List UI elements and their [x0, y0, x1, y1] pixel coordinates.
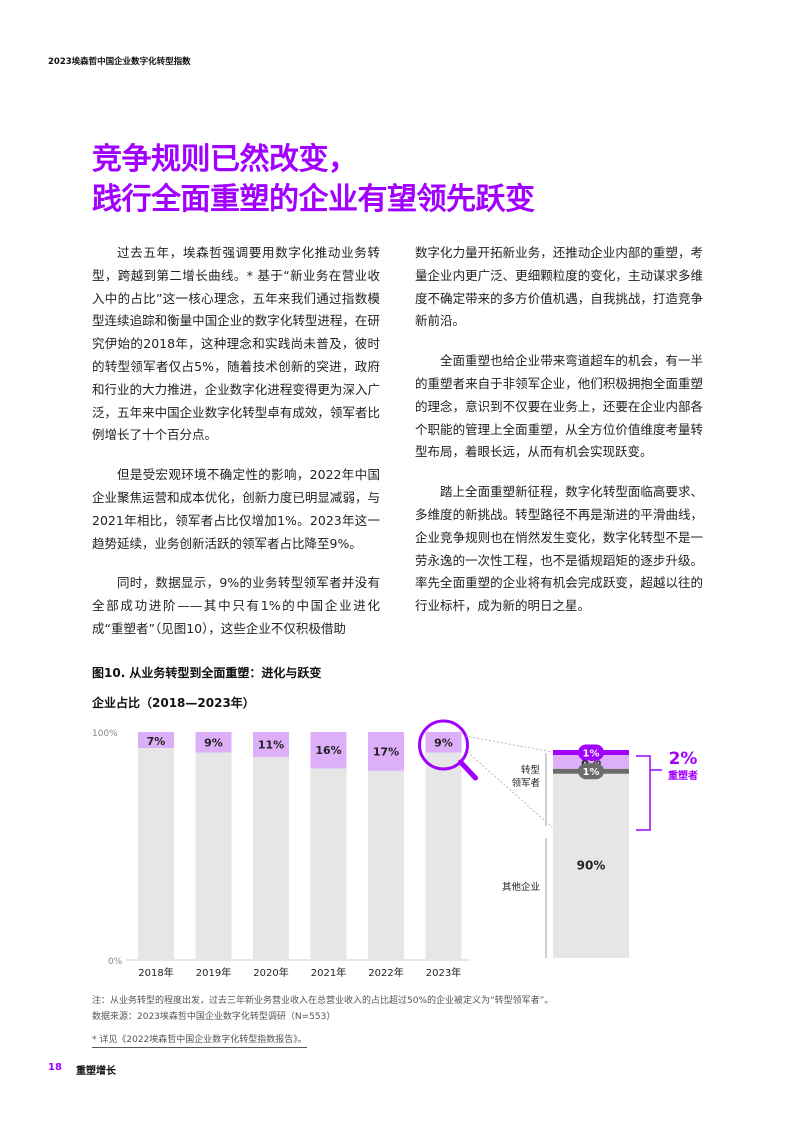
reference-link[interactable]: * 详见《2022埃森哲中国企业数字化转型指数报告》。: [92, 1032, 307, 1048]
chart-note: 注：从业务转型的程度出发，过去三年新业务营业收入在总营业收入的占比超过50%的企…: [92, 996, 554, 1006]
detail-pill: [578, 744, 604, 761]
other-label: 其他企业: [502, 881, 540, 893]
bar-other: [368, 770, 404, 960]
detail-segment: [553, 770, 629, 958]
bar-leader: [368, 732, 404, 771]
page-title-line1: 竞争规则已然改变，: [92, 142, 358, 177]
bar-leader: [310, 732, 347, 769]
x-tick-label: 2018年: [138, 966, 173, 979]
bar-other: [425, 752, 462, 960]
x-tick-label: 2020年: [253, 966, 288, 979]
connector-line: [465, 735, 553, 753]
body-paragraph: 同时，数据显示，9%的业务转型领军者并没有全部成功进阶——其中只有1%的中国企业…: [92, 575, 380, 636]
magnifier-lens-icon: [418, 719, 469, 771]
y-tick-label: 100%: [92, 729, 118, 739]
transformation-chart: 100% 0% 7% 2018年 9% 2019年 11% 2020年 16% 2021年 17% 2…: [92, 719, 698, 979]
y-tick-label: 0%: [108, 957, 123, 967]
x-tick-label: 2021年: [311, 966, 346, 979]
bar-leader: [253, 732, 289, 758]
detail-pill: [578, 763, 604, 780]
data-label: 9%: [434, 736, 453, 749]
body-paragraph: 踏上全面重塑新征程，数字化转型面临高要求、多维度的新挑战。转型路径不再是渐进的平…: [415, 484, 703, 614]
body-paragraph: 过去五年，埃森哲强调要用数字化推动业务转型，跨越到第二增长曲线。* 基于“新业务…: [92, 245, 380, 443]
detail-label: 1%: [583, 749, 600, 760]
data-label: 16%: [315, 744, 341, 757]
bar-other: [310, 768, 347, 960]
figure-subtitle: 企业占比（2018—2023年）: [92, 696, 255, 710]
data-label: 9%: [204, 736, 223, 749]
section-name: 重塑增长: [76, 1066, 116, 1077]
bar-leader: [138, 732, 174, 748]
reinventor-bracket: [636, 755, 662, 831]
page-title-line2: 践行全面重塑的企业有望领先跃变: [92, 182, 535, 217]
data-label: 7%: [147, 735, 166, 748]
bar-other: [253, 757, 289, 960]
page-title: 竞争规则已然改变， 践行全面重塑的企业有望领先跃变: [92, 140, 535, 220]
magnifier-handle-icon: [458, 759, 478, 781]
body-paragraph: 全面重塑也给企业带来弯道超车的机会，有一半的重塑者来自于非领军企业，他们积极拥抱…: [415, 353, 703, 460]
bar-leader: [195, 732, 232, 753]
data-label: 17%: [373, 745, 399, 758]
leader-label: 领军者: [511, 777, 540, 789]
page-number: 18: [48, 1062, 62, 1073]
figure-title: 图10. 从业务转型到全面重塑：进化与跃变: [92, 666, 322, 680]
x-tick-label: 2022年: [368, 966, 403, 979]
bar-leader: [425, 732, 462, 753]
detail-label: 90%: [577, 858, 606, 872]
data-label: 11%: [258, 739, 284, 752]
body-paragraph: 数字化力量开拓新业务，还推动企业内部的重塑，考量企业内更广泛、更细颗粒度的变化，…: [415, 245, 703, 329]
x-tick-label: 2023年: [426, 966, 461, 979]
connector-line: [467, 751, 553, 828]
bar-other: [138, 747, 174, 960]
bar-other: [195, 752, 232, 960]
body-left-column: 过去五年，埃森哲强调要用数字化推动业务转型，跨越到第二增长曲线。* 基于“新业务…: [92, 242, 380, 658]
x-tick-label: 2019年: [196, 966, 231, 979]
detail-label: 1%: [583, 767, 600, 778]
data-source: 数据来源：2023埃森哲中国企业数字化转型调研（N=553）: [92, 1012, 336, 1022]
reinventor-label: 重塑者: [668, 769, 698, 782]
reinventor-value: 2%: [669, 749, 698, 769]
body-right-column: 数字化力量开拓新业务，还推动企业内部的重塑，考量企业内更广泛、更细颗粒度的变化，…: [415, 242, 703, 635]
body-paragraph: 但是受宏观环境不确定性的影响，2022年中国企业聚焦运营和成本优化，创新力度已明…: [92, 467, 380, 551]
leader-label: 转型: [521, 764, 541, 776]
report-header: 2023埃森哲中国企业数字化转型指数: [48, 57, 191, 67]
